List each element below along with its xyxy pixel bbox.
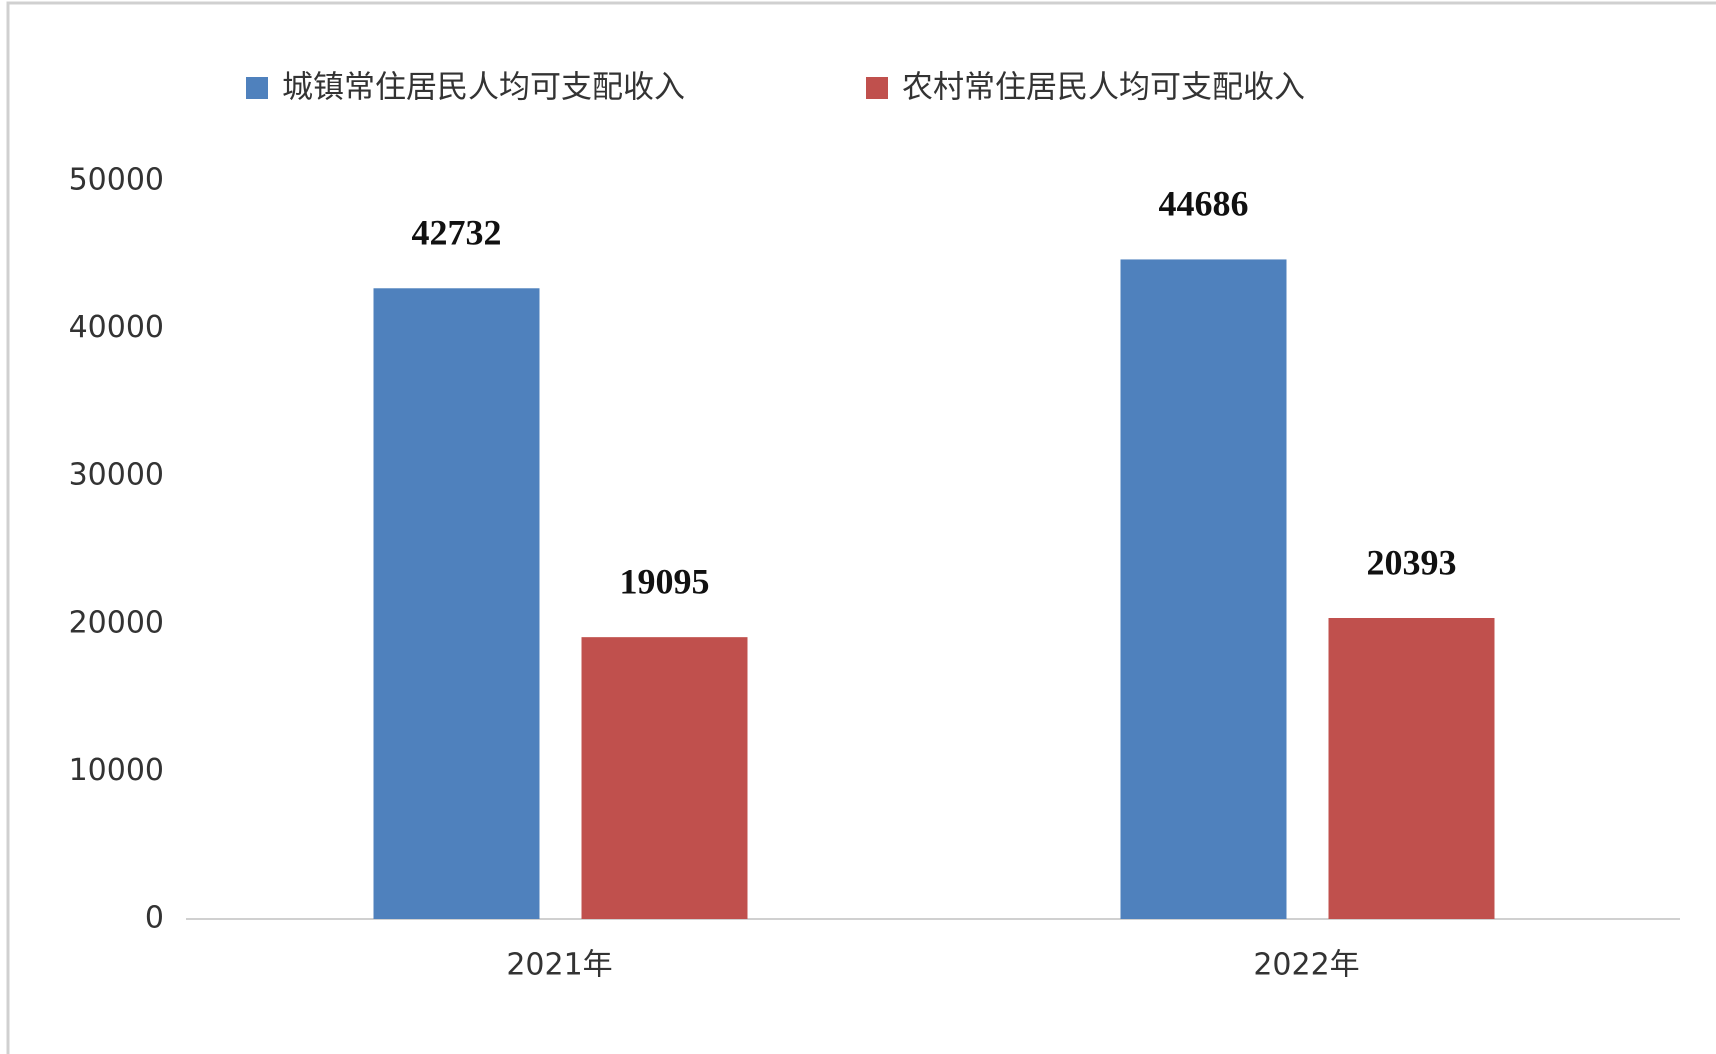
legend-swatch <box>246 77 268 99</box>
value-label: 44686 <box>1159 184 1249 224</box>
y-tick-label: 10000 <box>69 753 164 788</box>
bar <box>1328 617 1495 919</box>
y-tick-label: 20000 <box>69 605 164 640</box>
x-tick-label: 2021年 <box>506 948 612 983</box>
y-tick-label: 0 <box>145 901 164 936</box>
bar <box>373 288 540 920</box>
bar <box>1120 259 1287 919</box>
legend-swatch <box>866 77 888 99</box>
y-tick-label: 50000 <box>69 163 164 198</box>
legend-label: 农村常住居民人均可支配收入 <box>902 70 1305 106</box>
y-tick-label: 40000 <box>69 310 164 345</box>
y-tick-label: 30000 <box>69 458 164 493</box>
value-label: 20393 <box>1367 542 1457 582</box>
value-label: 42732 <box>412 213 502 253</box>
bar <box>581 637 748 919</box>
value-label: 19095 <box>620 561 710 601</box>
legend-label: 城镇常住居民人均可支配收入 <box>282 70 685 106</box>
x-tick-label: 2022年 <box>1253 948 1359 983</box>
